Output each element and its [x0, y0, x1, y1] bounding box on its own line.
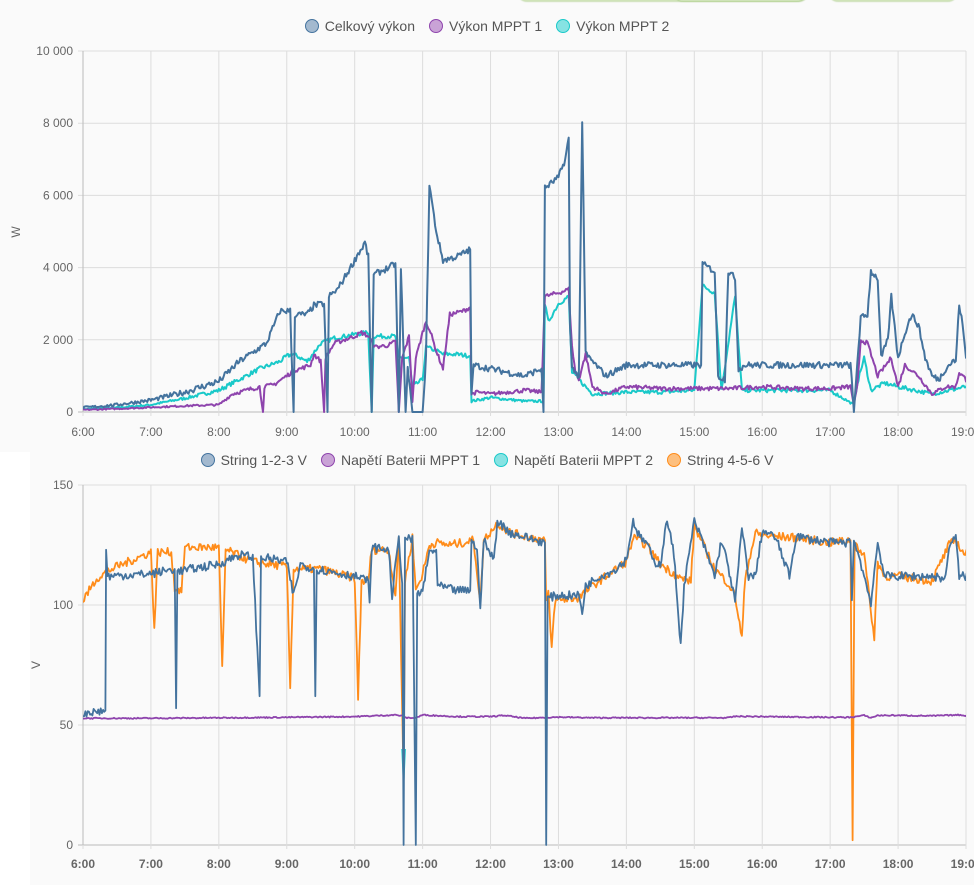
- x-tick-label: 12:00: [475, 857, 506, 871]
- series-line-v-kon-mppt-1: [83, 286, 966, 413]
- legend-label: String 4-5-6 V: [687, 452, 774, 468]
- y-tick-label: 100: [53, 598, 73, 612]
- x-tick-label: 10:00: [339, 857, 370, 871]
- x-tick-label: 17:00: [815, 425, 845, 439]
- series-line-string-1-2-3-v: [83, 517, 966, 846]
- x-tick-label: 8:00: [207, 857, 231, 871]
- x-tick-label: 16:00: [747, 425, 777, 439]
- legend-label: Výkon MPPT 2: [576, 18, 670, 34]
- x-tick-label: 16:00: [747, 857, 778, 871]
- y-tick-label: 50: [60, 718, 74, 732]
- legend-item-mppt1-power[interactable]: Výkon MPPT 1: [429, 18, 542, 34]
- legend-dot-icon: [200, 453, 215, 467]
- power-chart-legend: Celkový výkon Výkon MPPT 1 Výkon MPPT 2: [0, 18, 974, 34]
- legend-label: String 1-2-3 V: [220, 452, 307, 468]
- y-tick-label: 8 000: [43, 116, 73, 130]
- legend-item-total-power[interactable]: Celkový výkon: [304, 18, 415, 34]
- legend-dot-icon: [304, 19, 319, 33]
- x-tick-label: 18:00: [883, 425, 913, 439]
- y-tick-label: 150: [53, 478, 73, 492]
- x-tick-label: 6:00: [71, 857, 95, 871]
- legend-dot-icon: [494, 453, 508, 467]
- x-tick-label: 7:00: [139, 425, 163, 439]
- x-tick-label: 6:00: [71, 425, 95, 439]
- top-button-strip: [0, 0, 974, 2]
- x-tick-label: 8:00: [207, 425, 231, 439]
- legend-dot-icon: [556, 19, 571, 33]
- x-tick-label: 19:00: [951, 857, 974, 871]
- legend-dot-icon: [667, 453, 682, 467]
- y-tick-label: 2 000: [43, 333, 73, 347]
- legend-label: Výkon MPPT 1: [449, 18, 543, 34]
- x-tick-label: 17:00: [815, 857, 846, 871]
- legend-item-battery-mppt2[interactable]: Napětí Baterii MPPT 2: [494, 452, 653, 468]
- x-tick-label: 11:00: [408, 857, 438, 871]
- y-tick-label: 0: [66, 405, 73, 419]
- x-tick-label: 19:00: [951, 425, 974, 439]
- x-tick-label: 15:00: [679, 425, 709, 439]
- y-tick-label: 10 000: [36, 44, 73, 58]
- legend-item-mppt2-power[interactable]: Výkon MPPT 2: [556, 18, 669, 34]
- y-axis-title: W: [9, 226, 23, 238]
- y-tick-label: 0: [66, 838, 73, 852]
- x-tick-label: 13:00: [543, 857, 574, 871]
- legend-label: Napětí Baterii MPPT 1: [340, 452, 480, 468]
- legend-item-string-123[interactable]: String 1-2-3 V: [200, 452, 307, 468]
- x-tick-label: 11:00: [408, 425, 437, 439]
- x-tick-label: 14:00: [611, 425, 641, 439]
- x-tick-label: 7:00: [139, 857, 163, 871]
- y-tick-label: 4 000: [43, 261, 73, 275]
- x-tick-label: 10:00: [340, 425, 370, 439]
- x-tick-label: 15:00: [679, 857, 710, 871]
- legend-item-battery-mppt1[interactable]: Napětí Baterii MPPT 1: [320, 452, 480, 468]
- legend-dot-icon: [320, 453, 335, 467]
- series-line-string-4-5-6-v: [83, 521, 966, 842]
- legend-item-string-456[interactable]: String 4-5-6 V: [667, 452, 773, 468]
- y-tick-label: 6 000: [43, 188, 73, 202]
- power-chart: 0 2 000 4 000 6 000 8 000 10 000 6:00 7:00 8:00 9…: [9, 44, 974, 439]
- x-tick-label: 14:00: [611, 857, 642, 871]
- x-tick-label: 9:00: [275, 425, 299, 439]
- y-axis-title: V: [29, 661, 43, 669]
- x-tick-label: 12:00: [476, 425, 506, 439]
- voltage-chart-legend: String 1-2-3 V Napětí Baterii MPPT 1 Nap…: [0, 452, 974, 468]
- legend-dot-icon: [429, 19, 443, 33]
- series-line-nap-t-baterii-mppt-1: [83, 713, 966, 720]
- x-tick-label: 18:00: [883, 857, 914, 871]
- left-panel-edge: [0, 452, 30, 885]
- x-tick-label: 13:00: [543, 425, 573, 439]
- series-line-celkov-v-kon: [83, 121, 966, 413]
- x-tick-label: 9:00: [275, 857, 299, 871]
- legend-label: Celkový výkon: [324, 18, 415, 34]
- legend-label: Napětí Baterii MPPT 2: [514, 452, 654, 468]
